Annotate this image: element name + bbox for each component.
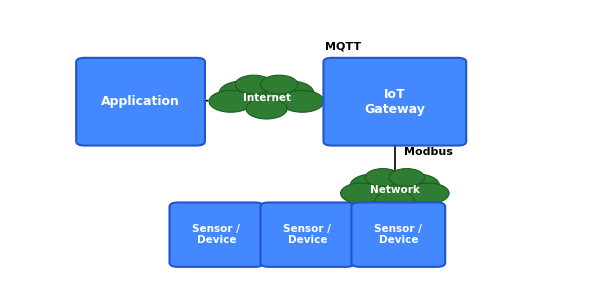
Circle shape bbox=[219, 81, 268, 105]
FancyBboxPatch shape bbox=[76, 58, 205, 145]
Text: Application: Application bbox=[101, 95, 180, 108]
Circle shape bbox=[365, 168, 401, 186]
Text: Network: Network bbox=[370, 185, 420, 195]
Circle shape bbox=[376, 191, 414, 210]
Circle shape bbox=[408, 183, 449, 204]
Circle shape bbox=[235, 75, 273, 94]
Circle shape bbox=[237, 81, 297, 111]
Text: Sensor /
Device: Sensor / Device bbox=[374, 224, 422, 245]
Circle shape bbox=[261, 75, 298, 94]
Circle shape bbox=[219, 81, 268, 105]
Circle shape bbox=[389, 168, 424, 186]
Circle shape bbox=[394, 174, 439, 197]
Circle shape bbox=[237, 81, 297, 111]
Circle shape bbox=[350, 174, 396, 197]
FancyBboxPatch shape bbox=[170, 202, 263, 267]
Text: MQTT: MQTT bbox=[325, 42, 361, 52]
Circle shape bbox=[366, 174, 423, 203]
FancyBboxPatch shape bbox=[323, 58, 466, 145]
Circle shape bbox=[261, 75, 298, 94]
Circle shape bbox=[366, 174, 423, 203]
Circle shape bbox=[341, 183, 382, 204]
Circle shape bbox=[209, 91, 253, 112]
Text: Modbus: Modbus bbox=[404, 147, 453, 157]
Circle shape bbox=[265, 81, 314, 105]
Text: IoT
Gateway: IoT Gateway bbox=[364, 88, 425, 116]
Circle shape bbox=[389, 168, 424, 186]
FancyBboxPatch shape bbox=[261, 202, 354, 267]
Text: Sensor /
Device: Sensor / Device bbox=[193, 224, 240, 245]
Circle shape bbox=[376, 191, 414, 210]
Circle shape bbox=[365, 168, 401, 186]
Circle shape bbox=[341, 183, 382, 204]
Circle shape bbox=[235, 75, 273, 94]
Circle shape bbox=[281, 91, 324, 112]
Text: Sensor /
Device: Sensor / Device bbox=[284, 224, 331, 245]
Text: Internet: Internet bbox=[243, 93, 291, 103]
Circle shape bbox=[281, 91, 324, 112]
Circle shape bbox=[246, 98, 287, 119]
Circle shape bbox=[246, 98, 287, 119]
Circle shape bbox=[394, 174, 439, 197]
Circle shape bbox=[209, 91, 253, 112]
Circle shape bbox=[350, 174, 396, 197]
Circle shape bbox=[408, 183, 449, 204]
Circle shape bbox=[265, 81, 314, 105]
FancyBboxPatch shape bbox=[352, 202, 445, 267]
